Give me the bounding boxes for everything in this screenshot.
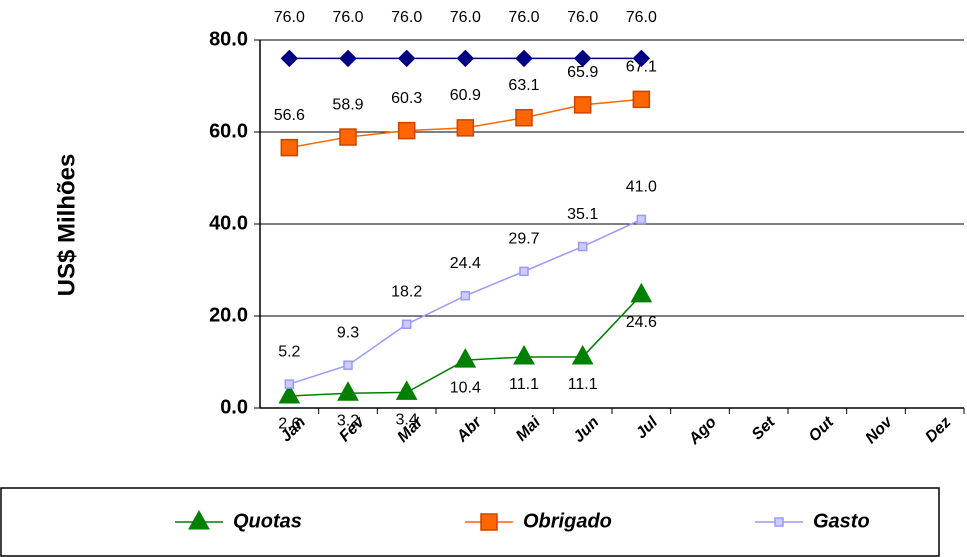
- value-label: 76.0: [332, 9, 363, 26]
- value-label: 3.4: [396, 412, 418, 429]
- data-point: [343, 360, 353, 370]
- value-label: 5.2: [278, 343, 300, 360]
- y-tick-label: 80.0: [209, 28, 248, 50]
- y-axis-title: US$ Milhões: [53, 154, 80, 297]
- legend-marker: [188, 509, 210, 530]
- x-tick-label: Nov: [862, 413, 896, 447]
- x-tick-label: Jun: [570, 414, 602, 446]
- data-point: [339, 128, 357, 146]
- data-point: [632, 49, 651, 68]
- legend-marker: [774, 517, 784, 527]
- value-label: 11.1: [509, 376, 539, 393]
- data-point: [456, 49, 475, 68]
- y-tick-label: 0.0: [220, 396, 248, 418]
- value-label: 11.1: [568, 376, 598, 393]
- data-point: [278, 384, 301, 404]
- data-point: [339, 49, 357, 68]
- value-label: 24.4: [450, 255, 481, 272]
- x-tick-label: Dez: [922, 414, 954, 446]
- data-point: [395, 380, 418, 400]
- value-label: 76.0: [567, 9, 598, 26]
- data-point: [454, 348, 477, 368]
- value-label: 76.0: [391, 9, 422, 26]
- data-point: [284, 379, 295, 389]
- x-tick-label: Out: [806, 413, 838, 445]
- data-point: [630, 282, 653, 303]
- data-point: [573, 49, 592, 68]
- value-label: 76.0: [508, 9, 539, 26]
- value-label: 76.0: [450, 9, 481, 26]
- x-tick-label: Mai: [513, 413, 544, 444]
- value-label: 41.0: [626, 179, 657, 196]
- value-label: 60.3: [391, 90, 422, 107]
- data-point: [515, 49, 533, 68]
- data-point: [571, 344, 594, 365]
- x-tick-label: Abr: [453, 413, 486, 446]
- data-point: [280, 49, 299, 68]
- value-label: 60.9: [450, 87, 481, 104]
- value-label: 63.1: [508, 77, 539, 94]
- value-label: 3.2: [337, 412, 359, 429]
- x-tick-label: Ago: [685, 414, 720, 449]
- data-point: [397, 49, 416, 68]
- y-tick-label: 40.0: [209, 212, 248, 234]
- data-point: [337, 381, 359, 401]
- y-tick-label: 60.0: [209, 120, 248, 142]
- value-label: 29.7: [508, 231, 539, 248]
- data-point: [573, 96, 592, 114]
- data-point: [460, 291, 471, 301]
- value-label: 2.6: [278, 415, 300, 432]
- legend-label: Quotas: [233, 510, 302, 532]
- data-point: [401, 319, 412, 330]
- legend-label: Gasto: [813, 510, 870, 532]
- data-point: [519, 266, 529, 277]
- data-point: [636, 214, 647, 225]
- legend-label: Obrigado: [523, 510, 612, 532]
- y-tick-label: 20.0: [209, 304, 248, 326]
- legend-marker: [480, 513, 498, 531]
- value-label: 56.6: [274, 107, 305, 124]
- value-label: 24.6: [626, 314, 657, 331]
- value-label: 65.9: [567, 64, 598, 81]
- data-point: [515, 108, 533, 127]
- data-point: [577, 241, 588, 252]
- value-label: 67.1: [626, 59, 657, 76]
- value-label: 10.4: [450, 379, 481, 396]
- value-label: 9.3: [337, 324, 359, 341]
- data-point: [632, 90, 651, 109]
- data-point: [456, 119, 475, 137]
- value-label: 18.2: [391, 283, 422, 300]
- value-label: 76.0: [626, 9, 657, 26]
- data-point: [397, 121, 416, 140]
- value-label: 35.1: [567, 206, 598, 223]
- value-label: 76.0: [274, 9, 305, 26]
- value-label: 58.9: [332, 96, 363, 113]
- data-point: [513, 344, 535, 365]
- x-tick-label: Set: [749, 413, 779, 443]
- data-point: [280, 138, 299, 157]
- x-tick-label: Jul: [633, 413, 662, 442]
